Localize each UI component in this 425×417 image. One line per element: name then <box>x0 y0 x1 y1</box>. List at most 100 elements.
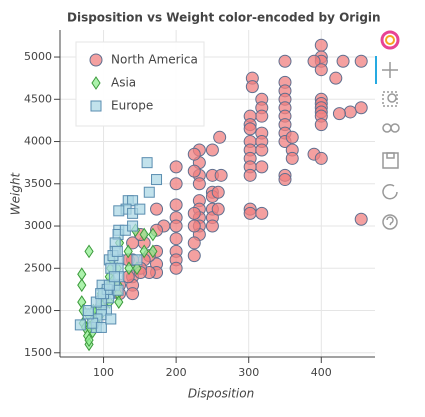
point <box>84 333 94 348</box>
y-tick-label: 2000 <box>24 304 52 317</box>
point <box>131 254 143 266</box>
legend: North America Asia Europe <box>75 41 205 127</box>
point <box>187 236 201 250</box>
point <box>143 186 155 198</box>
point <box>105 313 117 325</box>
point <box>134 203 146 215</box>
point <box>77 278 87 293</box>
point <box>84 244 94 259</box>
plot-area <box>74 38 368 352</box>
point <box>151 174 163 186</box>
point <box>127 195 139 207</box>
point <box>111 245 123 257</box>
point <box>243 206 257 220</box>
y-axis-label: Weight <box>9 171 23 215</box>
point <box>139 227 149 242</box>
point <box>187 147 201 161</box>
point <box>192 177 206 191</box>
toolbar <box>375 30 400 230</box>
legend-swatch <box>91 76 101 90</box>
point <box>114 295 124 309</box>
point <box>245 80 259 94</box>
point <box>213 130 227 144</box>
point <box>124 261 134 276</box>
box-zoom-tool[interactable] <box>382 91 398 107</box>
y-tick-label: 4500 <box>24 92 52 105</box>
point <box>314 151 328 165</box>
point <box>205 219 219 233</box>
save-tool[interactable] <box>382 152 399 169</box>
point <box>108 271 120 283</box>
point <box>187 249 201 263</box>
point <box>187 206 201 220</box>
legend-label: North America <box>111 53 198 67</box>
chart-title: Disposition vs Weight color-encoded by O… <box>67 11 381 25</box>
point <box>205 143 219 157</box>
x-tick-label: 100 <box>93 366 114 379</box>
point <box>278 173 292 187</box>
point <box>243 122 257 136</box>
y-tick-label: 5000 <box>24 50 52 63</box>
point <box>127 220 139 232</box>
point <box>150 202 164 216</box>
x-tick-label: 200 <box>166 366 187 379</box>
legend-label: Asia <box>111 76 136 90</box>
y-tick-label: 2500 <box>24 261 52 274</box>
help-tool[interactable] <box>382 214 398 230</box>
bokeh-logo <box>380 30 400 50</box>
wheel-zoom-tool[interactable] <box>382 123 400 133</box>
point <box>314 118 328 132</box>
point <box>82 305 94 317</box>
legend-swatch <box>89 53 103 67</box>
point <box>141 157 153 169</box>
legend-swatch <box>90 100 102 112</box>
point <box>148 227 158 242</box>
point <box>278 54 292 68</box>
point <box>74 319 86 331</box>
y-tick-label: 3000 <box>24 219 52 232</box>
point <box>336 54 350 68</box>
point <box>211 202 225 216</box>
point <box>169 160 183 174</box>
point <box>169 219 183 233</box>
point <box>126 287 140 301</box>
point <box>354 212 368 226</box>
point <box>255 160 269 174</box>
point <box>343 105 357 119</box>
point <box>285 130 299 144</box>
point <box>95 321 107 333</box>
y-tick-label: 4000 <box>24 135 52 148</box>
point <box>214 168 228 182</box>
point <box>169 177 183 191</box>
point <box>126 236 140 250</box>
point <box>169 232 183 246</box>
x-axis-label: Disposition <box>188 387 254 401</box>
point <box>314 38 328 52</box>
y-tick-label: 3500 <box>24 177 52 190</box>
x-tick-label: 400 <box>311 366 332 379</box>
point <box>169 261 183 275</box>
y-tick-label: 1500 <box>24 346 52 359</box>
point <box>113 205 125 217</box>
legend-label: Europe <box>111 99 153 113</box>
point <box>255 143 269 157</box>
point <box>314 63 328 77</box>
point <box>169 198 183 212</box>
point <box>211 185 225 199</box>
point <box>354 101 368 115</box>
point <box>123 244 133 259</box>
point <box>187 164 201 178</box>
x-tick-label: 300 <box>238 366 259 379</box>
point <box>255 109 269 123</box>
point <box>354 54 368 68</box>
point <box>329 71 343 85</box>
pan-tool[interactable] <box>382 62 398 78</box>
point <box>332 107 346 121</box>
point <box>187 219 201 233</box>
reset-tool[interactable] <box>382 184 398 200</box>
point <box>243 168 257 182</box>
point <box>307 54 321 68</box>
point <box>95 288 107 300</box>
point <box>285 151 299 165</box>
